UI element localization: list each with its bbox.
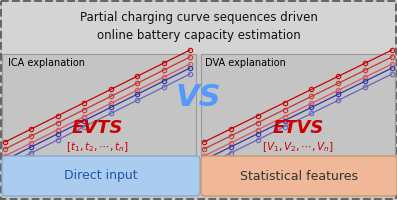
Text: online battery capacity estimation: online battery capacity estimation <box>96 29 301 43</box>
Text: ICA explanation: ICA explanation <box>8 58 85 68</box>
Text: Partial charging curve sequences driven: Partial charging curve sequences driven <box>79 11 318 24</box>
Text: $[V_1,V_2,\cdots,V_n]$: $[V_1,V_2,\cdots,V_n]$ <box>262 140 334 154</box>
Text: Direct input: Direct input <box>64 170 138 182</box>
FancyBboxPatch shape <box>2 2 395 54</box>
FancyBboxPatch shape <box>201 156 397 196</box>
FancyBboxPatch shape <box>201 54 395 156</box>
Text: ETVS: ETVS <box>272 119 324 137</box>
Text: EVTS: EVTS <box>71 119 123 137</box>
FancyBboxPatch shape <box>2 156 200 196</box>
Text: $[t_1,t_2,\cdots,t_n]$: $[t_1,t_2,\cdots,t_n]$ <box>66 140 128 154</box>
FancyBboxPatch shape <box>2 54 196 156</box>
Text: DVA explanation: DVA explanation <box>205 58 286 68</box>
Text: VS: VS <box>176 84 221 112</box>
Text: Statistical features: Statistical features <box>240 170 358 182</box>
